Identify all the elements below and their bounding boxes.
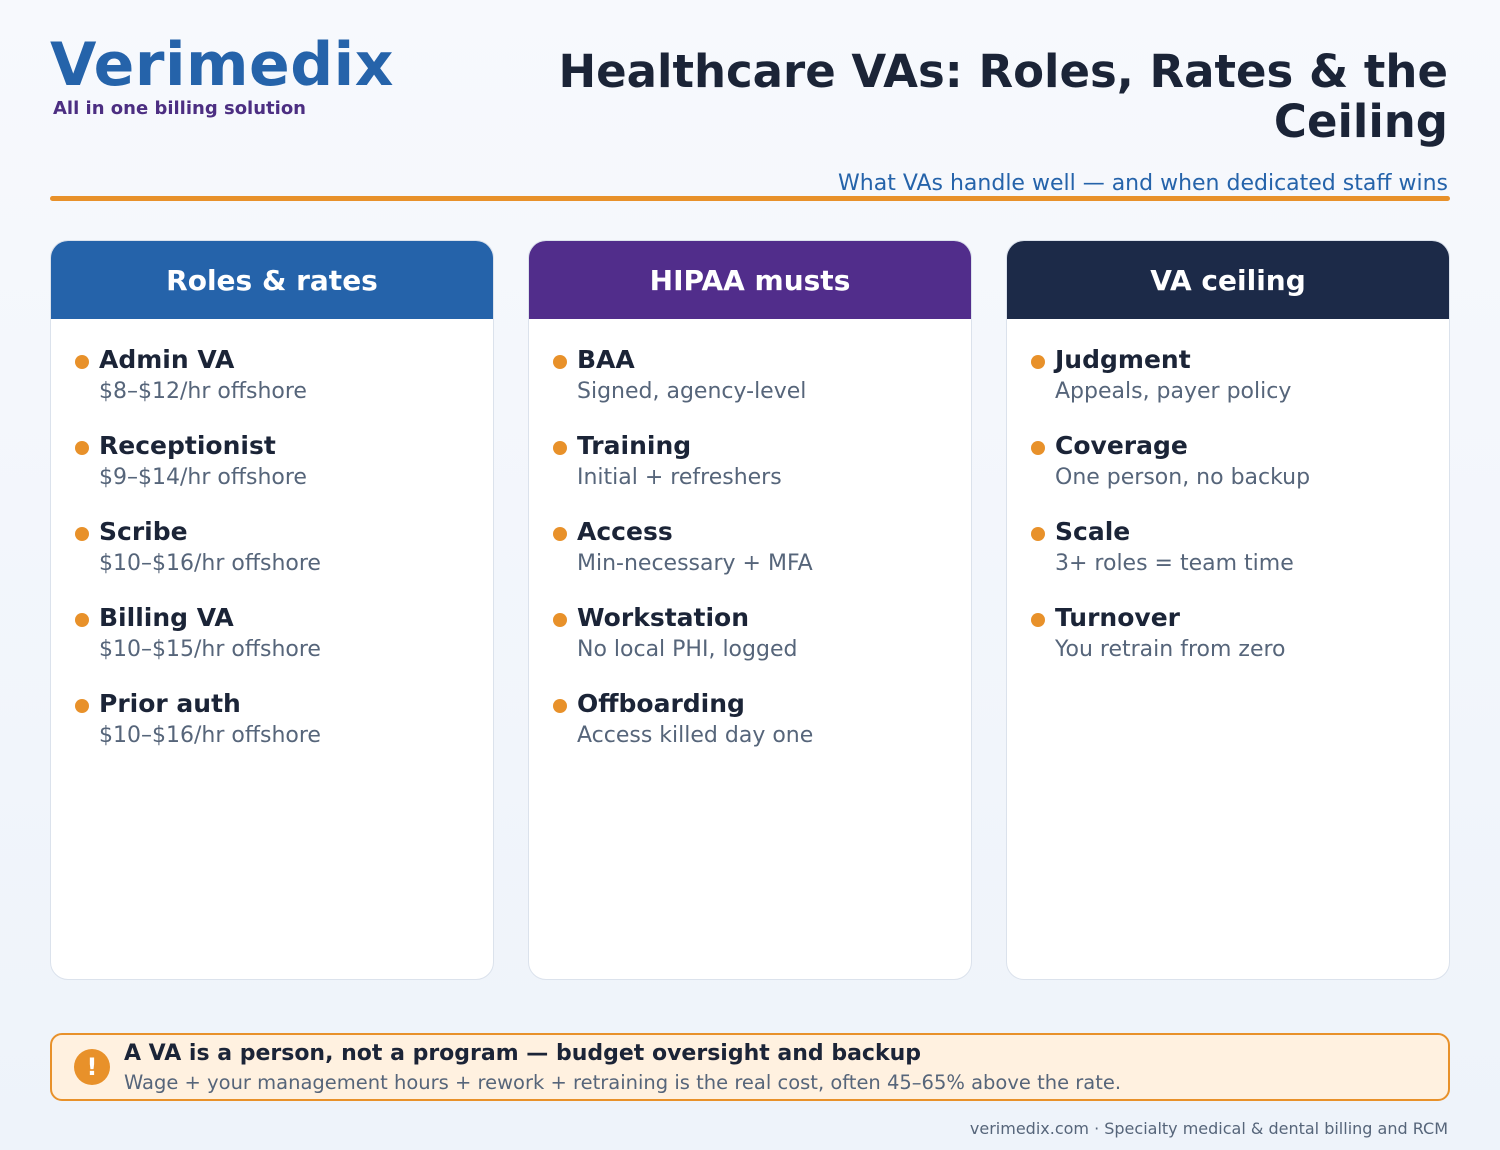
list-item: Admin VA $8–$12/hr offshore [73,343,471,429]
card-hipaa-musts: HIPAA musts BAA Signed, agency-level Tra… [528,240,972,980]
brand-tagline: All in one billing solution [53,98,306,119]
list-item: Scribe $10–$16/hr offshore [73,515,471,601]
item-title: Scribe [99,517,188,546]
card-va-ceiling: VA ceiling Judgment Appeals, payer polic… [1006,240,1450,980]
page-title: Healthcare VAs: Roles, Rates & the Ceili… [558,45,1448,148]
bullet-dot-icon [75,355,89,369]
bullet-dot-icon [1031,355,1045,369]
brand-logo: Verimedix All in one billing solution [50,30,394,119]
card-header: VA ceiling [1007,241,1449,319]
list-item: Prior auth $10–$16/hr offshore [73,687,471,773]
list-item: Billing VA $10–$15/hr offshore [73,601,471,687]
callout-text: Wage + your management hours + rework + … [124,1071,1122,1094]
item-title: Admin VA [99,345,235,374]
item-title: Training [577,431,692,460]
item-description: $8–$12/hr offshore [99,379,307,404]
bullet-dot-icon [75,613,89,627]
warning-callout: ! A VA is a person, not a program — budg… [50,1033,1450,1101]
item-description: You retrain from zero [1055,637,1286,662]
list-item: Workstation No local PHI, logged [551,601,949,687]
bullet-dot-icon [75,699,89,713]
item-title: Offboarding [577,689,745,718]
list-item: Training Initial + refreshers [551,429,949,515]
list-item: Scale 3+ roles = team time [1029,515,1427,601]
bullet-dot-icon [75,441,89,455]
list-item: Access Min-necessary + MFA [551,515,949,601]
card-roles-rates: Roles & rates Admin VA $8–$12/hr offshor… [50,240,494,980]
item-description: $9–$14/hr offshore [99,465,307,490]
item-title: BAA [577,345,635,374]
item-title: Coverage [1055,431,1188,460]
page-subtitle: What VAs handle well — and when dedicate… [838,171,1448,196]
item-description: Appeals, payer policy [1055,379,1292,404]
card-header: Roles & rates [51,241,493,319]
bullet-dot-icon [553,355,567,369]
item-title: Workstation [577,603,750,632]
item-description: 3+ roles = team time [1055,551,1294,576]
item-description: No local PHI, logged [577,637,798,662]
bullet-dot-icon [1031,613,1045,627]
item-title: Judgment [1055,345,1191,374]
bullet-dot-icon [553,441,567,455]
list-item: Turnover You retrain from zero [1029,601,1427,687]
item-description: Initial + refreshers [577,465,782,490]
card-header: HIPAA musts [529,241,971,319]
alert-icon: ! [74,1049,110,1085]
item-description: $10–$16/hr offshore [99,551,321,576]
bullet-dot-icon [1031,527,1045,541]
item-description: One person, no backup [1055,465,1311,490]
item-title: Scale [1055,517,1131,546]
list-item: Judgment Appeals, payer policy [1029,343,1427,429]
item-description: Access killed day one [577,723,814,748]
item-description: Signed, agency-level [577,379,807,404]
callout-title: A VA is a person, not a program — budget… [124,1041,922,1066]
bullet-dot-icon [1031,441,1045,455]
bullet-dot-icon [553,613,567,627]
bullet-dot-icon [553,527,567,541]
item-title: Receptionist [99,431,276,460]
item-description: $10–$16/hr offshore [99,723,321,748]
item-title: Turnover [1055,603,1180,632]
list-item: Receptionist $9–$14/hr offshore [73,429,471,515]
item-title: Prior auth [99,689,241,718]
list-item: BAA Signed, agency-level [551,343,949,429]
brand-name: Verimedix [50,30,394,100]
list-item: Offboarding Access killed day one [551,687,949,773]
item-description: $10–$15/hr offshore [99,637,321,662]
bullet-dot-icon [75,527,89,541]
item-title: Access [577,517,673,546]
item-description: Min-necessary + MFA [577,551,813,576]
bullet-dot-icon [553,699,567,713]
footer-text: verimedix.com · Specialty medical & dent… [969,1119,1448,1138]
list-item: Coverage One person, no backup [1029,429,1427,515]
header-divider [50,196,1450,201]
item-title: Billing VA [99,603,234,632]
